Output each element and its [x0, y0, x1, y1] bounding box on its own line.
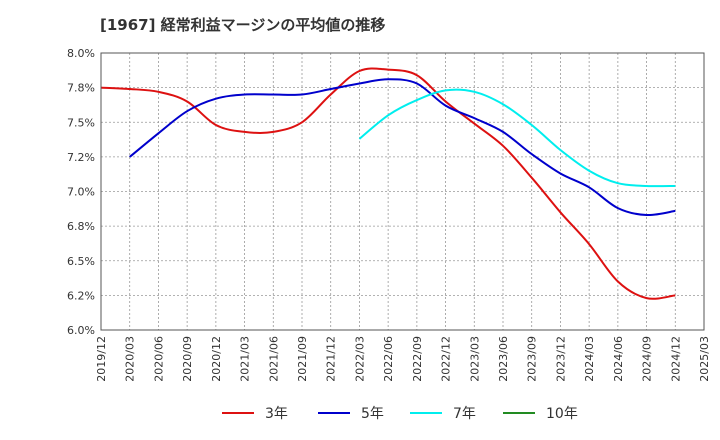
legend-label-0: 3年: [265, 406, 288, 422]
x-tick-label: 2024/09: [641, 336, 654, 382]
series-line-2: [358, 88, 676, 188]
y-axis-ticks: 8.0% 7.8% 7.5% 7.2% 7.0% 6.8% 6.5% 6.2% 6.0%: [67, 47, 95, 337]
x-tick-label: 2022/09: [411, 336, 424, 382]
series-line-0: [100, 67, 676, 300]
x-tick-label: 2020/03: [124, 336, 137, 382]
x-tick-label: 2020/09: [181, 336, 194, 382]
legend-label-3: 10年: [546, 406, 578, 422]
y-tick-label: 7.2%: [67, 151, 95, 164]
y-tick-label: 7.0%: [67, 186, 95, 199]
y-tick-label: 6.2%: [67, 289, 95, 302]
x-axis-ticks: 2019/12 2020/03 2020/06 2020/09 2020/12 2021/…: [95, 336, 711, 382]
y-tick-label: 6.0%: [67, 324, 95, 337]
x-tick-label: 2024/12: [669, 336, 682, 382]
x-tick-label: 2021/09: [296, 336, 309, 382]
legend-label-1: 5年: [361, 406, 384, 422]
legend: 3年 5年 7年 10年: [222, 406, 578, 422]
x-tick-label: 2021/06: [267, 336, 280, 382]
x-tick-label: 2024/03: [583, 336, 596, 382]
series-line-1: [129, 78, 676, 217]
x-tick-label: 2023/06: [497, 336, 510, 382]
y-tick-label: 7.5%: [67, 116, 95, 129]
x-tick-label: 2021/12: [325, 336, 338, 382]
x-tick-label: 2023/03: [468, 336, 481, 382]
plot-border: [100, 52, 705, 331]
x-tick-label: 2022/12: [440, 336, 453, 382]
y-tick-label: 7.8%: [67, 82, 95, 95]
x-tick-label: 2021/03: [239, 336, 252, 382]
x-tick-label: 2020/12: [210, 336, 223, 382]
grid: [100, 52, 705, 331]
y-tick-label: 6.8%: [67, 220, 95, 233]
x-tick-label: 2019/12: [95, 336, 108, 382]
x-tick-label: 2022/06: [382, 336, 395, 382]
x-tick-label: 2020/06: [152, 336, 165, 382]
x-tick-label: 2023/09: [526, 336, 539, 382]
series-lines: [100, 67, 676, 300]
x-tick-label: 2025/03: [698, 336, 711, 382]
chart-title: [1967] 経常利益マージンの平均値の推移: [100, 16, 385, 34]
x-tick-label: 2024/06: [612, 336, 625, 382]
legend-label-2: 7年: [453, 406, 476, 422]
x-tick-label: 2022/03: [353, 336, 366, 382]
y-tick-label: 8.0%: [67, 47, 95, 60]
x-tick-label: 2023/12: [554, 336, 567, 382]
y-tick-label: 6.5%: [67, 255, 95, 268]
